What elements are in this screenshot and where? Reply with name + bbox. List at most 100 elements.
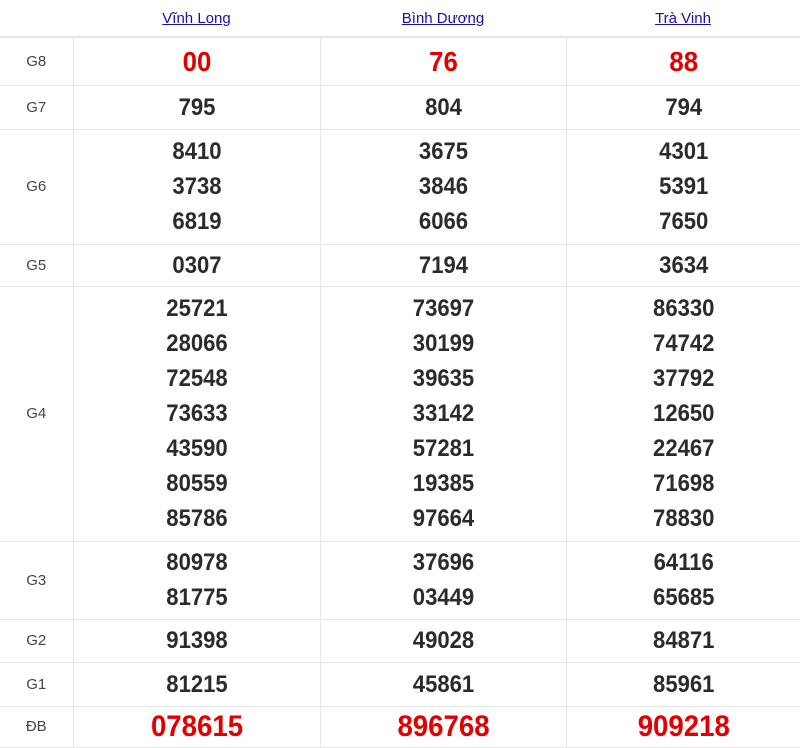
result-number: 6819	[171, 208, 222, 235]
header-row: Vĩnh Long Bình Dương Trà Vinh	[0, 0, 800, 38]
result-cell: 76	[319, 36, 567, 86]
result-cell: 078615	[72, 705, 321, 748]
prize-row-g3: G3 80978 81775 37696 03449 64116 65685	[0, 540, 800, 620]
province-header: Bình Dương	[320, 0, 566, 38]
result-number: 73633	[165, 400, 228, 427]
result-cell: 0307	[72, 243, 321, 287]
result-cell: 896768	[319, 705, 567, 748]
result-number: 73697	[412, 295, 474, 322]
result-number: 57281	[412, 435, 474, 462]
result-cell: 00	[72, 36, 321, 86]
results-body: G8 00 76 88 G7 795 804 794 G6 8410 3738 6819 3675 384…	[0, 36, 800, 748]
result-number: 22467	[652, 435, 714, 462]
corner-cell	[0, 0, 73, 38]
result-number: 3675	[418, 138, 468, 165]
province-header: Vĩnh Long	[73, 0, 320, 38]
result-number: 71698	[652, 470, 714, 497]
result-cell: 794	[565, 84, 800, 130]
result-cell: 91398	[72, 618, 321, 663]
result-number: 85786	[165, 505, 228, 532]
result-number: 80978	[165, 549, 228, 576]
result-cell: 8410 3738 6819	[72, 128, 321, 245]
result-cell: 86330 74742 37792 12650 22467 71698 78830	[565, 285, 800, 542]
result-number: 3634	[658, 251, 708, 279]
prize-label: G8	[0, 36, 74, 86]
prize-row-db: ĐB 078615 896768 909218	[0, 705, 800, 748]
result-number: 03449	[412, 584, 474, 611]
result-cell: 81215	[72, 661, 321, 707]
result-cell: 88	[565, 36, 800, 86]
result-cell: 80978 81775	[72, 540, 321, 620]
result-number: 4301	[658, 138, 708, 165]
result-number: 85961	[652, 670, 714, 698]
prize-label: G5	[0, 243, 74, 287]
prize-row-g6: G6 8410 3738 6819 3675 3846 6066 4301 5391 7650	[0, 128, 800, 245]
result-number: 76	[428, 45, 458, 77]
result-cell: 804	[319, 84, 567, 130]
prize-label: ĐB	[0, 705, 74, 748]
result-number: 5391	[658, 173, 708, 200]
result-number: 45861	[412, 670, 474, 698]
result-cell: 25721 28066 72548 73633 43590 80559 85786	[72, 285, 321, 542]
result-number: 37696	[412, 549, 474, 576]
result-number: 00	[182, 45, 211, 77]
result-cell: 7194	[319, 243, 567, 287]
result-number: 909218	[637, 710, 730, 743]
result-cell: 3675 3846 6066	[319, 128, 567, 245]
result-number: 25721	[165, 295, 228, 322]
result-number: 97664	[412, 505, 474, 532]
result-number: 49028	[412, 627, 474, 654]
result-number: 81215	[165, 670, 228, 698]
prize-row-g8: G8 00 76 88	[0, 36, 800, 86]
result-cell: 85961	[565, 661, 800, 707]
province-header: Trà Vinh	[566, 0, 800, 38]
result-number: 84871	[652, 627, 714, 654]
result-cell: 909218	[565, 705, 800, 748]
result-number: 28066	[165, 330, 228, 357]
prize-label: G7	[0, 84, 74, 130]
prize-label: G1	[0, 661, 74, 707]
result-number: 7194	[418, 251, 468, 279]
result-number: 19385	[412, 470, 474, 497]
result-cell: 3634	[565, 243, 800, 287]
result-number: 794	[664, 93, 702, 121]
result-number: 7650	[658, 208, 708, 235]
result-number: 65685	[652, 584, 714, 611]
result-number: 37792	[652, 365, 714, 392]
result-number: 33142	[412, 400, 474, 427]
prize-row-g7: G7 795 804 794	[0, 84, 800, 130]
result-number: 72548	[165, 365, 228, 392]
prize-row-g1: G1 81215 45861 85961	[0, 661, 800, 707]
result-number: 8410	[171, 138, 222, 165]
prize-label: G4	[0, 285, 74, 542]
result-cell: 45861	[319, 661, 567, 707]
province-link-vinh-long[interactable]: Vĩnh Long	[162, 9, 231, 27]
result-cell: 4301 5391 7650	[565, 128, 800, 245]
province-link-tra-vinh[interactable]: Trà Vinh	[655, 9, 711, 27]
result-cell: 84871	[565, 618, 800, 663]
result-cell: 64116 65685	[565, 540, 800, 620]
result-number: 78830	[652, 505, 714, 532]
prize-label: G2	[0, 618, 74, 663]
result-number: 795	[178, 93, 215, 121]
result-number: 6066	[418, 208, 468, 235]
result-number: 74742	[652, 330, 714, 357]
result-number: 30199	[412, 330, 474, 357]
prize-label: G6	[0, 128, 74, 245]
result-number: 3846	[418, 173, 468, 200]
prize-row-g2: G2 91398 49028 84871	[0, 618, 800, 663]
result-number: 91398	[165, 627, 228, 654]
result-cell: 73697 30199 39635 33142 57281 19385 97664	[319, 285, 567, 542]
result-number: 64116	[653, 549, 714, 576]
result-number: 86330	[652, 295, 714, 322]
result-number: 078615	[150, 710, 243, 743]
result-cell: 49028	[319, 618, 567, 663]
result-number: 0307	[171, 251, 222, 279]
result-number: 81775	[165, 584, 228, 611]
result-number: 43590	[165, 435, 228, 462]
prize-row-g4: G4 25721 28066 72548 73633 43590 80559 85786 736…	[0, 285, 800, 542]
prize-row-g5: G5 0307 7194 3634	[0, 243, 800, 287]
province-link-binh-duong[interactable]: Bình Dương	[401, 9, 485, 27]
prize-label: G3	[0, 540, 74, 620]
